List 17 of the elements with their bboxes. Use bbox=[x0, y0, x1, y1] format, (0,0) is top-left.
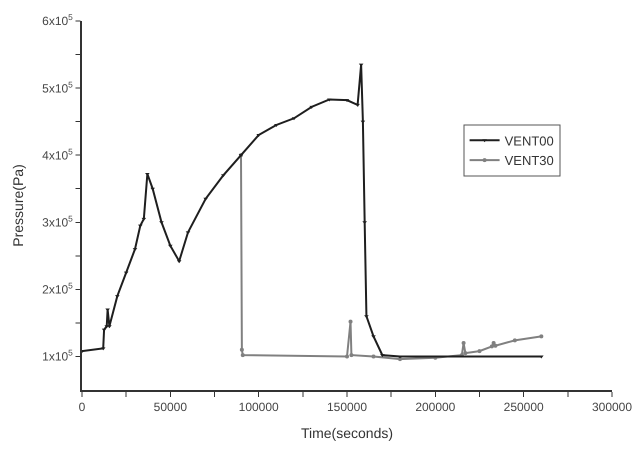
x-tick-label: 100000 bbox=[238, 400, 280, 414]
y-axis-title: Pressure(Pa) bbox=[10, 164, 26, 247]
legend-label: VENT00 bbox=[504, 133, 554, 148]
y-tick-label: 2x10$^{5}$ bbox=[42, 280, 74, 297]
y-tick-label: 6x10$^{5}$ bbox=[42, 12, 74, 28]
y-tick-label: 4x10$^{5}$ bbox=[42, 146, 74, 162]
x-tick-label: 0 bbox=[78, 400, 86, 414]
x-tick-label: 150000 bbox=[326, 400, 368, 414]
legend-label: VENT30 bbox=[504, 153, 554, 168]
y-tick-label: 1x10$^{5}$ bbox=[42, 348, 74, 364]
x-tick-label: 300000 bbox=[592, 400, 632, 414]
x-axis-title: Time(seconds) bbox=[300, 424, 394, 441]
x-tick-label: 250000 bbox=[504, 400, 544, 414]
y-tick-label: 3x10$^{5}$ bbox=[42, 213, 74, 230]
x-tick-label: 50000 bbox=[154, 400, 188, 414]
x-tick-label: 200000 bbox=[415, 400, 456, 414]
y-tick-label: 5x10$^{5}$ bbox=[42, 79, 74, 96]
